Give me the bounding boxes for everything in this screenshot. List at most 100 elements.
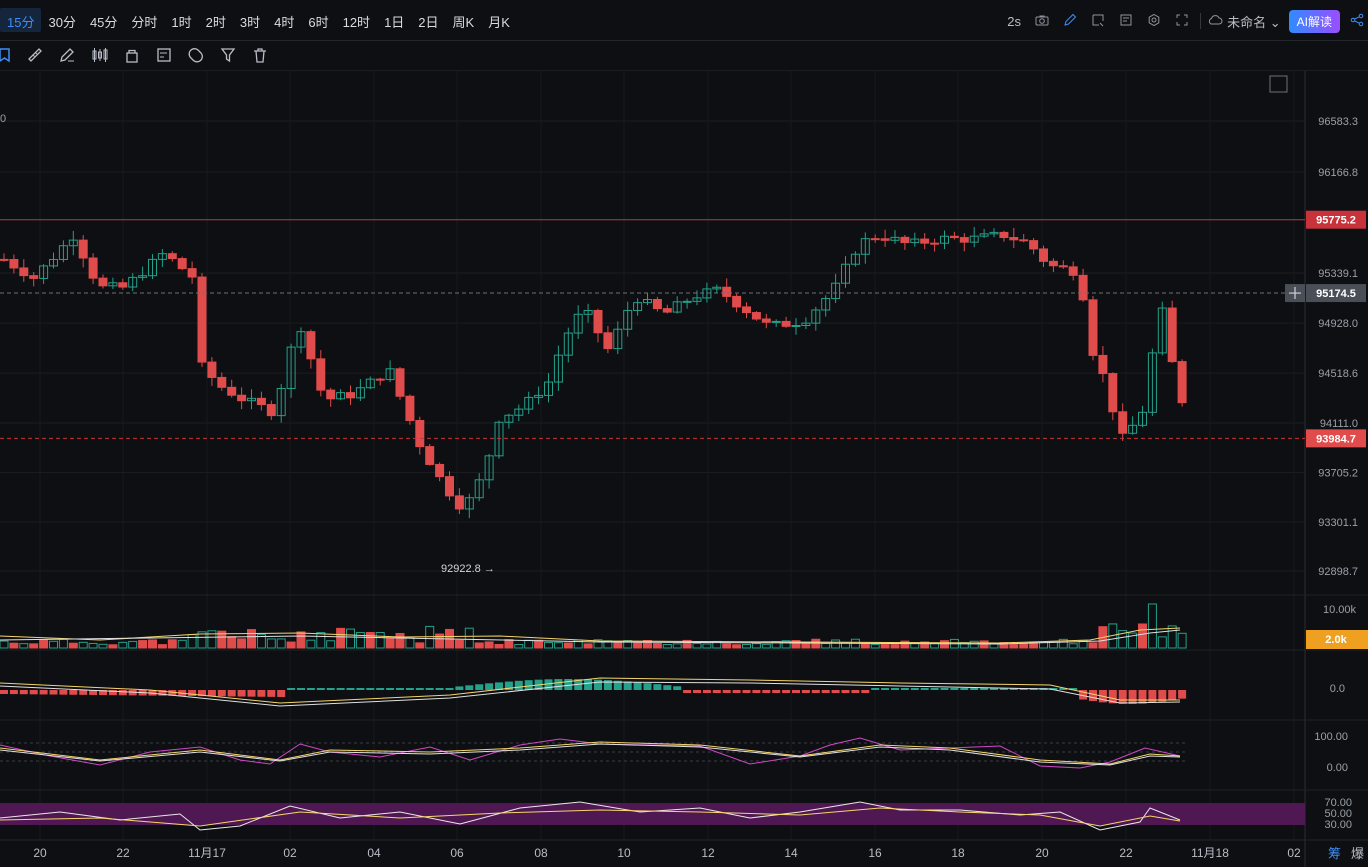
macd-bar [752,690,761,693]
macd-bar [326,688,335,690]
candle-body [237,394,247,402]
chips-tab[interactable]: 筹 [1327,846,1341,861]
candle-body [1118,411,1128,434]
ruler-icon[interactable] [26,46,44,64]
macd-bar [1079,690,1088,700]
volume-bar [553,642,563,649]
macd-bar [1148,690,1157,703]
volume-bar [692,643,702,649]
volume-bar [494,643,504,649]
interval-10[interactable]: 1日 [384,15,405,30]
volume-bar [365,631,375,649]
candle-body [266,404,276,417]
interval-0[interactable]: 15分 [0,8,42,32]
interval-8[interactable]: 6时 [308,15,329,30]
macd-bar [1089,690,1097,702]
candle-body [29,275,39,279]
macd-bar [445,688,454,690]
layout-icon[interactable] [1084,13,1112,30]
share-icon[interactable] [1346,13,1368,30]
interval-selector[interactable]: 15分 30分 45分 分时 1时 2时 3时 4时 6时 12时 1日 2日 周K 月K [0,8,517,32]
candle-body [920,238,930,244]
candle-body [870,238,880,241]
interval-9[interactable]: 12时 [342,15,371,30]
interval-6[interactable]: 3时 [239,15,261,30]
volume-bar [1039,641,1048,649]
volume-bar [435,633,445,649]
candle-body [88,257,98,279]
volume-bar [732,644,742,649]
macd-bar [999,688,1008,690]
volume-bar [682,639,692,649]
pen-icon[interactable] [58,46,76,64]
candle-body [0,258,9,261]
volume-bar [138,640,148,649]
interval-3[interactable]: 分时 [131,15,158,30]
list-edit-icon[interactable] [155,46,173,64]
macd-dea-line [0,677,1180,704]
volume-bar [722,643,732,649]
interval-7[interactable]: 4时 [274,15,295,30]
liquidation-tab[interactable]: 爆 [1350,846,1364,861]
macd-bar [960,688,969,690]
ai-interpret-button[interactable]: AI解读 [1288,9,1340,33]
magnet-icon[interactable] [187,46,205,64]
macd-bar [257,690,266,697]
lock-icon[interactable] [123,46,141,64]
candle-body [821,297,831,311]
y-tick-label: 92898.7 [1318,566,1358,578]
volume-bar [1147,603,1157,649]
volume-bar [1019,643,1029,649]
trash-icon[interactable] [251,46,269,64]
macd-bar [227,690,236,697]
volume-bar [880,643,890,649]
macd-bar [613,680,622,690]
volume-bar [1138,623,1147,649]
candle-body [563,332,573,356]
rsi-line-1 [0,801,1181,831]
candle-body [771,320,781,323]
macd-bar [277,690,286,697]
gear-icon[interactable] [1140,13,1168,30]
fullscreen-icon[interactable] [1168,13,1196,30]
candle-body [1138,411,1147,426]
interval-5[interactable]: 2时 [205,15,226,30]
macd-bar [287,688,296,690]
filter-icon[interactable] [219,46,237,64]
refresh-rate[interactable]: 2s [1007,13,1021,29]
macd-bar [623,681,632,690]
macd-bar [108,690,117,696]
candle-body [781,320,791,327]
volume-bar [49,640,58,649]
camera-icon[interactable] [1028,13,1056,30]
kdj-label: 0.00 [1327,762,1348,774]
settings-doc-icon[interactable] [1112,13,1140,30]
volume-bar [1058,638,1068,649]
interval-11[interactable]: 2日 [418,15,439,30]
rsi-label: 70.00 [1324,797,1352,809]
candles-icon[interactable] [91,46,109,64]
pencil-icon[interactable] [1056,13,1084,30]
project-name[interactable]: 未命名 ⌄ [1227,14,1281,30]
macd-bar [861,690,870,693]
candle-body [435,463,445,478]
volume-bar [811,638,821,649]
macd-bar [425,688,434,690]
candle-body [197,276,207,363]
macd-zero-label: 0.0 [1330,683,1345,695]
interval-1[interactable]: 30分 [48,15,76,30]
macd-bar [504,681,513,690]
volume-bar [454,639,464,649]
macd-bar [49,690,58,695]
macd-bar [297,688,305,690]
rsi-label: 30.00 [1324,819,1352,831]
interval-13[interactable]: 月K [488,15,510,30]
interval-4[interactable]: 1时 [171,15,192,30]
interval-2[interactable]: 45分 [89,15,118,30]
bookmark-icon[interactable] [0,46,14,64]
macd-bar [1178,690,1187,699]
macd-bar [306,688,315,690]
interval-12[interactable]: 周K [452,15,475,30]
macd-bar [841,690,850,693]
